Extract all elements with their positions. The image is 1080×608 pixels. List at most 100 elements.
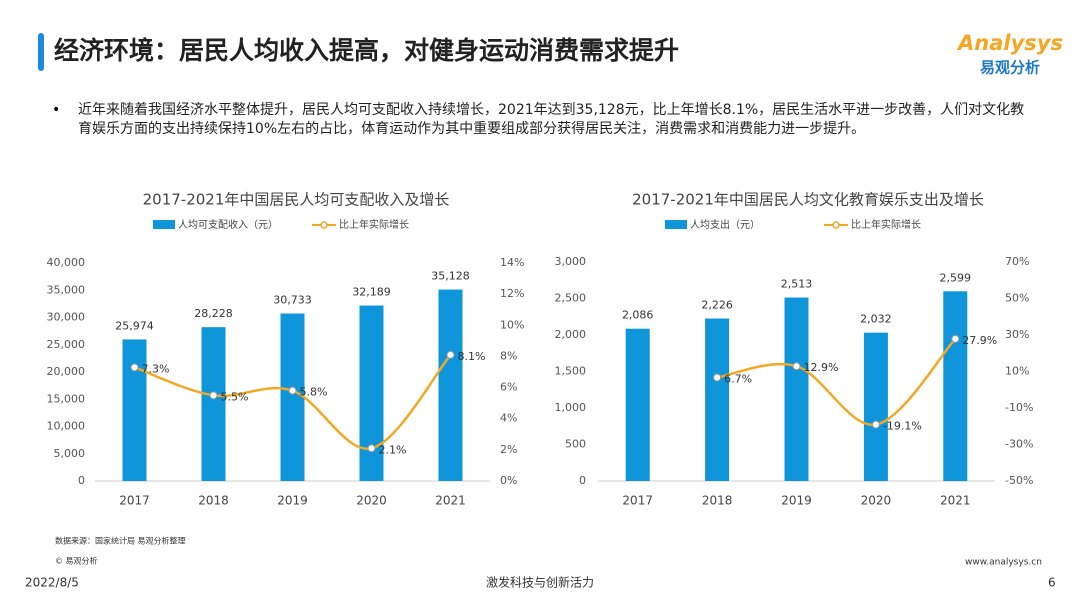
website: www.analysys.cn: [965, 558, 1042, 568]
y-tick-label: 30,000: [47, 311, 86, 324]
y2-tick-label: 0%: [500, 474, 517, 487]
growth-marker: [288, 386, 297, 395]
growth-marker: [367, 444, 376, 453]
y2-tick-label: -10%: [1005, 401, 1033, 414]
bullet-dot: •: [52, 102, 61, 118]
bar: [438, 289, 463, 481]
bar: [943, 291, 968, 481]
y2-tick-label: -50%: [1005, 474, 1033, 487]
logo: Analysys: [956, 31, 1063, 55]
bar-value-label: 2,086: [622, 309, 654, 322]
y-tick-label: 500: [565, 438, 586, 451]
copyright: © 易观分析: [55, 556, 98, 566]
growth-marker: [713, 373, 722, 382]
growth-marker: [871, 420, 880, 429]
bar: [784, 297, 809, 481]
legend-label: 比上年实际增长: [851, 218, 921, 231]
growth-marker: [951, 334, 960, 343]
x-tick-label: 2020: [356, 494, 387, 508]
bar-value-label: 25,974: [115, 319, 154, 332]
bar-value-label: 35,128: [431, 270, 470, 283]
x-tick-label: 2019: [781, 494, 812, 508]
y-tick-label: 1,000: [555, 401, 587, 414]
bar: [625, 328, 650, 481]
bar: [122, 339, 147, 481]
y-tick-label: 2,500: [555, 292, 587, 305]
growth-label: 6.7%: [724, 373, 752, 386]
growth-label: 12.9%: [804, 361, 839, 374]
bar-value-label: 30,733: [273, 294, 312, 307]
growth-line: [716, 337, 957, 426]
y-tick-label: 2,000: [555, 328, 587, 341]
legend-label: 人均可支配收入（元）: [178, 218, 278, 231]
growth-label: 5.5%: [221, 390, 249, 403]
x-tick-label: 2017: [622, 494, 653, 508]
growth-label: 2.1%: [379, 443, 407, 456]
y2-tick-label: 4%: [500, 412, 517, 425]
bullet-text: 近年来随着我国经济水平整体提升，居民人均可支配收入持续增长，2021年达到35,…: [78, 102, 1025, 137]
bar: [705, 318, 730, 481]
y-tick-label: 25,000: [47, 338, 86, 351]
bar-value-label: 2,513: [781, 278, 813, 291]
y-tick-label: 0: [579, 474, 586, 487]
date: 2022/8/5: [25, 576, 79, 590]
growth-marker: [446, 350, 455, 359]
x-tick-label: 2017: [119, 494, 150, 508]
x-tick-label: 2018: [198, 494, 229, 508]
x-tick-label: 2021: [940, 494, 971, 508]
x-tick-label: 2021: [435, 494, 466, 508]
chart-title: 2017-2021年中国居民人均可支配收入及增长: [143, 191, 450, 209]
growth-label: 5.8%: [300, 386, 328, 399]
growth-label: 7.3%: [142, 362, 170, 375]
title-accent: [38, 33, 44, 71]
y2-tick-label: -30%: [1005, 438, 1033, 451]
y2-tick-label: 2%: [500, 443, 517, 456]
y-tick-label: 35,000: [47, 283, 86, 296]
bar-value-label: 2,599: [940, 271, 972, 284]
legend-label: 比上年实际增长: [339, 218, 409, 231]
legend-marker: [320, 221, 328, 229]
bar-value-label: 28,228: [194, 307, 233, 320]
growth-line: [134, 354, 452, 450]
y2-tick-label: 14%: [500, 256, 524, 269]
growth-marker: [130, 363, 139, 372]
y2-tick-label: 12%: [500, 287, 524, 300]
y-tick-label: 3,000: [555, 255, 587, 268]
growth-label: 27.9%: [962, 334, 997, 347]
y2-tick-label: 30%: [1005, 328, 1029, 341]
x-tick-label: 2019: [277, 494, 308, 508]
slide-title: 经济环境：居民人均收入提高，对健身运动消费需求提升: [54, 36, 679, 65]
y2-tick-label: 50%: [1005, 292, 1029, 305]
chart-title: 2017-2021年中国居民人均文化教育娱乐支出及增长: [632, 191, 984, 209]
legend-swatch: [665, 220, 687, 229]
y2-tick-label: 70%: [1005, 255, 1029, 268]
growth-label: -19.1%: [883, 420, 922, 433]
y-tick-label: 10,000: [47, 420, 86, 433]
page-number: 6: [1048, 576, 1056, 590]
logo-cn: 易观分析: [980, 59, 1040, 77]
y2-tick-label: 8%: [500, 349, 517, 362]
y-tick-label: 1,500: [555, 365, 587, 378]
y-tick-label: 5,000: [54, 447, 86, 460]
bar-value-label: 2,226: [701, 299, 733, 312]
y-tick-label: 0: [78, 474, 85, 487]
bar: [863, 332, 888, 481]
legend-label: 人均支出（元）: [690, 218, 760, 231]
source: 数据来源：国家统计局 易观分析整理: [55, 536, 186, 546]
y-tick-label: 40,000: [47, 256, 86, 269]
x-tick-label: 2018: [702, 494, 733, 508]
bar: [280, 313, 305, 481]
growth-marker: [209, 391, 218, 400]
y-tick-label: 20,000: [47, 365, 86, 378]
y2-tick-label: 6%: [500, 381, 517, 394]
y-tick-label: 15,000: [47, 392, 86, 405]
legend-swatch: [153, 220, 175, 229]
growth-label: 8.1%: [458, 350, 486, 363]
x-tick-label: 2020: [861, 494, 892, 508]
slogan: 激发科技与创新活力: [486, 575, 594, 590]
bar-value-label: 32,189: [352, 286, 391, 299]
bar: [201, 327, 226, 481]
y2-tick-label: 10%: [1005, 365, 1029, 378]
